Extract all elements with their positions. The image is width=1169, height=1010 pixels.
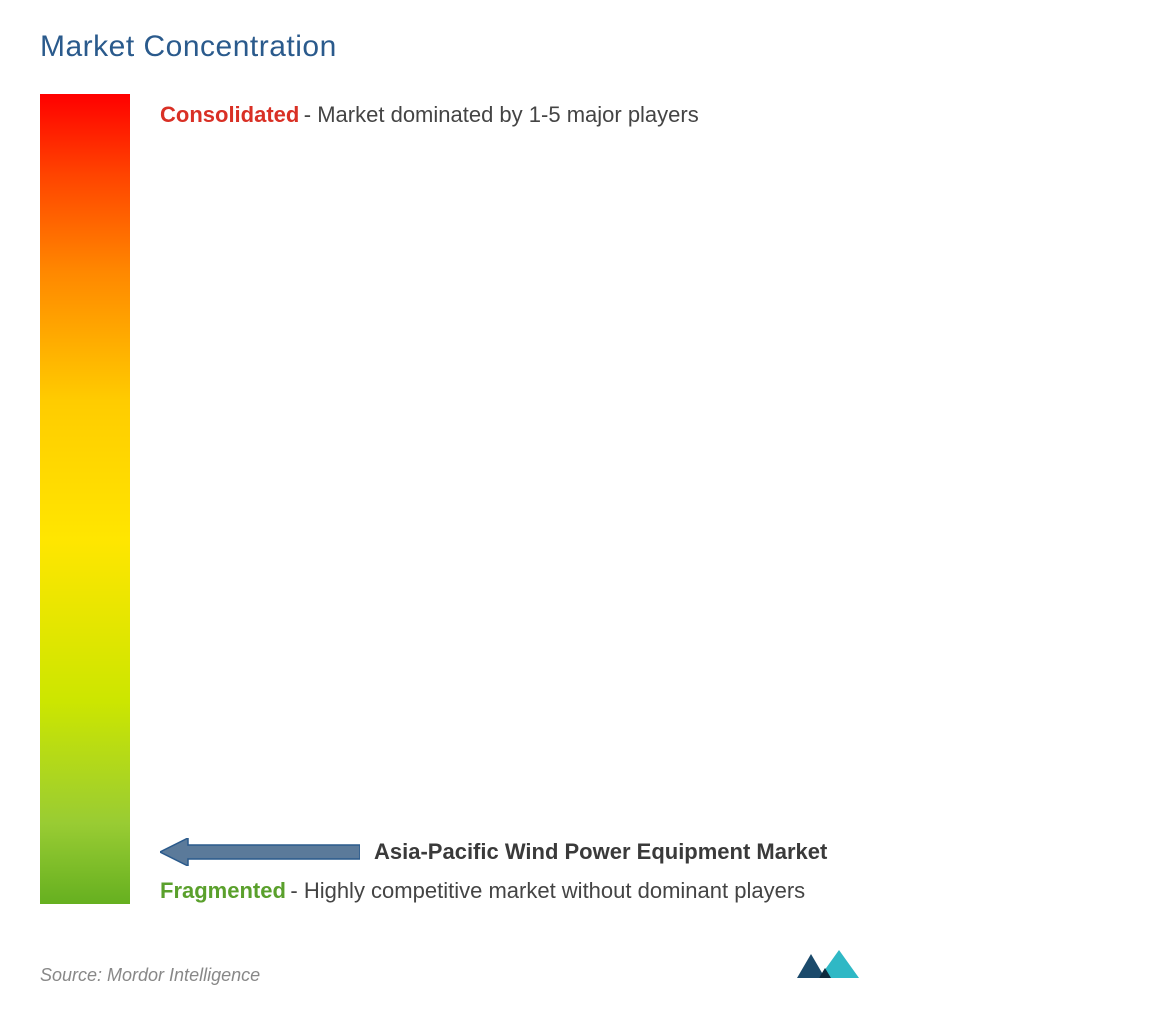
- arrow-shape: [160, 838, 360, 866]
- fragmented-row: Fragmented - Highly competitive market w…: [160, 878, 1129, 904]
- arrow-left-icon: [160, 838, 360, 866]
- market-pointer-row: Asia-Pacific Wind Power Equipment Market: [160, 838, 1129, 866]
- gradient-bar: [40, 94, 130, 904]
- consolidated-description: - Market dominated by 1-5 major players: [304, 102, 699, 127]
- labels-column: Consolidated - Market dominated by 1-5 m…: [160, 94, 1129, 904]
- concentration-gradient: [40, 94, 130, 904]
- chart-body: Consolidated - Market dominated by 1-5 m…: [40, 94, 1129, 914]
- consolidated-label: Consolidated: [160, 102, 299, 127]
- market-label: Asia-Pacific Wind Power Equipment Market: [374, 839, 827, 865]
- chart-footer: Source: Mordor Intelligence: [40, 946, 1129, 986]
- fragmented-label: Fragmented: [160, 878, 286, 903]
- mordor-logo-icon: [789, 946, 869, 986]
- source-text: Source: Mordor Intelligence: [40, 965, 260, 986]
- fragmented-description: - Highly competitive market without domi…: [290, 878, 805, 903]
- chart-title: Market Concentration: [40, 30, 1129, 64]
- logo-left-triangle: [797, 954, 825, 978]
- consolidated-row: Consolidated - Market dominated by 1-5 m…: [160, 102, 1129, 128]
